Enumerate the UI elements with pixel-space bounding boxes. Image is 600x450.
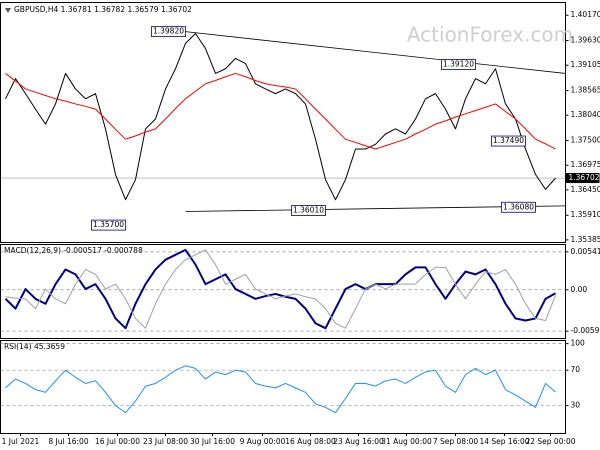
y-tick-label: 1.37500: [571, 136, 600, 145]
y-tick-label: 30: [571, 401, 581, 410]
y-tick-label: 1.38565: [571, 86, 600, 95]
annotation-label: 1.35700: [93, 220, 124, 229]
x-tick-label: 16 Aug 08:00: [285, 437, 336, 446]
y-tick-label: 1.35910: [571, 210, 600, 219]
annotation-box: [501, 201, 536, 213]
annotation-box: [441, 59, 476, 70]
y-tick-label: 100: [571, 339, 586, 348]
annotation-label: 1.37490: [493, 136, 524, 145]
chart-title: GBPUSD,H4 1.36781 1.36782 1.36579 1.3670…: [14, 5, 192, 14]
last-price-label: 1.36702: [569, 173, 600, 182]
y-tick-label: 1.39105: [571, 60, 600, 69]
y-tick-label: 1.40170: [571, 10, 600, 19]
annotation-box: [491, 135, 526, 147]
x-tick-label: 16 Jul 00:00: [95, 437, 140, 446]
x-tick-label: 14 Sep 16:00: [479, 437, 529, 446]
series-line: [5, 33, 556, 201]
series-line: [4, 248, 556, 330]
annotation-label: 1.36010: [293, 206, 324, 215]
x-tick-label: 1 Jul 2021: [2, 437, 40, 446]
series-line: [5, 72, 556, 150]
x-tick-label: 23 Jul 08:00: [143, 437, 188, 446]
annotation-label: 1.36080: [503, 202, 534, 211]
y-tick-label: 1.36450: [571, 185, 600, 194]
annotation-label: 1.39820: [153, 27, 184, 36]
x-tick-label: 31 Aug 00:00: [381, 437, 432, 446]
price-panel: [0, 2, 566, 243]
annotation-label: 1.39120: [443, 60, 474, 69]
watermark: ActionForex.com: [407, 23, 573, 47]
rsi-panel: [0, 340, 566, 434]
y-tick-label: 1.35385: [571, 235, 600, 244]
trendline: [185, 31, 566, 74]
x-tick-label: 8 Jul 16:00: [48, 437, 88, 446]
annotation-box: [291, 205, 326, 216]
x-tick-label: 23 Aug 16:00: [333, 437, 384, 446]
y-tick-label: 0.00: [571, 285, 588, 294]
y-tick-label: 0.005419: [571, 247, 600, 256]
rsi-title: RSI(14) 45.3659: [4, 342, 65, 351]
macd-panel: [0, 244, 566, 339]
y-tick-label: 1.38040: [571, 110, 600, 119]
x-tick-label: 22 Sep 00:00: [525, 437, 575, 446]
x-tick-label: 30 Jul 16:00: [190, 437, 235, 446]
annotation-box: [91, 219, 126, 231]
x-tick-label: 7 Sep 08:00: [433, 437, 479, 446]
series-line: [5, 365, 556, 414]
x-tick-label: 9 Aug 00:00: [240, 437, 286, 446]
y-tick-label: 1.36975: [571, 160, 600, 169]
series-line: [5, 249, 556, 329]
y-tick-label: -0.005921: [571, 326, 600, 335]
annotation-box: [151, 26, 186, 38]
y-tick-label: 1.39630: [571, 36, 600, 45]
macd-title: MACD(12,26,9) -0.000517 -0.000788: [4, 246, 143, 255]
y-tick-label: 70: [571, 365, 581, 374]
last-price-box: [565, 173, 600, 184]
symbol-icon: [5, 8, 11, 13]
